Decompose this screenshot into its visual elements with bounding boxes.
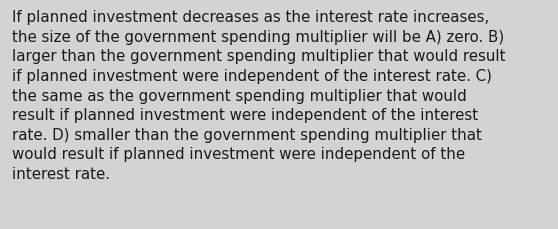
Text: If planned investment decreases as the interest rate increases,
the size of the : If planned investment decreases as the i… [12,10,506,181]
